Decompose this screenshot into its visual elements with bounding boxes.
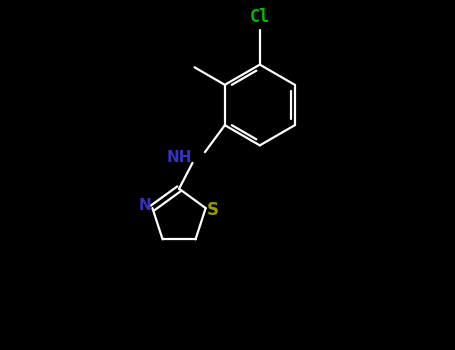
Text: S: S bbox=[207, 201, 219, 219]
Text: NH: NH bbox=[167, 150, 192, 165]
Text: Cl: Cl bbox=[250, 8, 270, 26]
Text: N: N bbox=[138, 198, 151, 214]
